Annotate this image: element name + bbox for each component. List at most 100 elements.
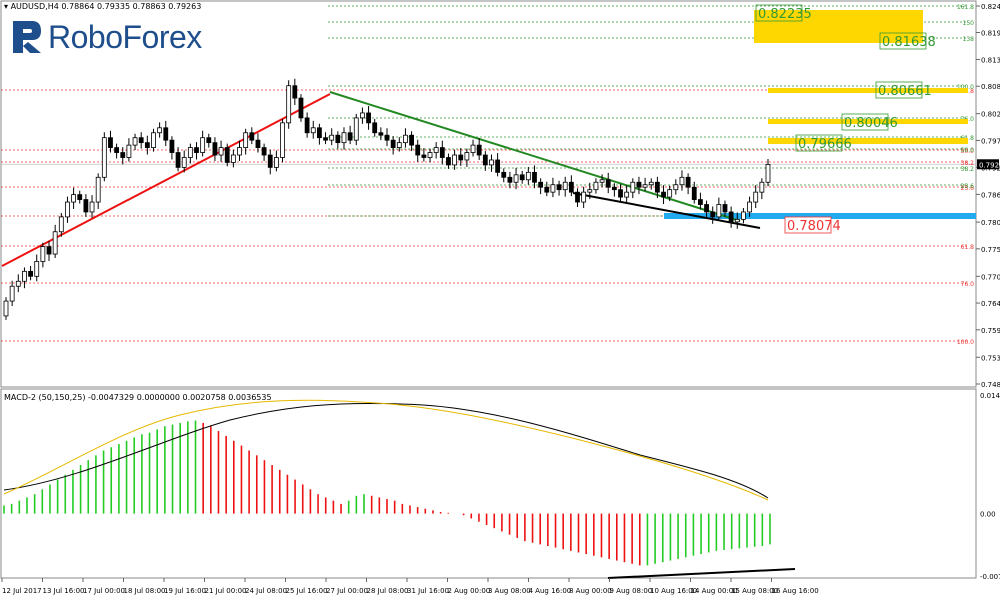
price-tick-label: 0.78655 [981,191,1000,199]
candle-body [673,184,679,191]
target-label-box [841,113,889,131]
target-zone-upper [754,10,923,43]
symbol-header: ▾ AUDUSD,H4 0.78864 0.79335 0.78863 0.79… [4,2,201,11]
price-tick-label: 0.80285 [981,111,1000,119]
candle-body [298,97,304,119]
time-tick-label: 12 Jul 2017 [2,587,42,595]
candle-body [101,137,107,178]
time-tick-label: 16 Aug 16:00 [772,587,819,595]
target-price-label: 0.81638 [882,35,936,50]
candle-body [439,147,445,158]
candle-body [458,154,464,161]
candle-body [237,147,242,156]
candle-body [384,134,390,141]
candle-body [46,246,52,255]
candle-body [403,134,408,144]
candle-body [618,189,623,198]
candle-body [654,181,660,193]
candle-body [624,191,630,198]
candle-body [108,137,113,148]
candle-body [581,191,587,203]
brand-name: RoboForex [48,18,202,55]
price-tick-label: 0.75365 [981,354,1000,362]
candle-body [40,246,46,262]
candle-body [9,285,15,302]
candle-body [390,139,396,148]
dropdown-icon[interactable]: ▾ [4,2,9,11]
candle-body [741,211,746,220]
fib-green-label: 50.0 [961,147,975,154]
time-tick-label: 4 Aug 16:00 [529,587,572,595]
time-tick-label: 8 Aug 00:00 [569,587,612,595]
roboforex-logo-icon [13,21,41,53]
candle-body [360,112,365,119]
price-tick-label: 0.81925 [981,29,1000,37]
time-tick-label: 13 Jul 16:00 [43,587,85,595]
candle-body [249,132,255,141]
time-tick-label: 31 Jul 16:00 [407,587,449,595]
candle-body [95,176,101,203]
brand-logo: RoboForex [10,18,202,56]
ohlc-values: 0.78864 0.79335 0.78863 0.79263 [61,2,202,11]
candle-body [71,194,76,203]
candle-body [187,147,193,158]
candle-body [200,137,206,153]
macd-panel[interactable] [0,388,977,579]
candle-body [722,204,728,213]
price-panel[interactable] [0,0,977,388]
fib-green-label: 150 [963,20,975,27]
price-tick-label: 0.78095 [981,219,1000,227]
candle-body [716,204,722,218]
candle-body [661,191,666,198]
candle-body [218,147,224,156]
buy-zone [664,213,976,219]
candle-body [630,181,636,193]
candle-body [267,154,273,168]
candle-body [501,171,507,178]
candle-body [157,127,163,134]
candle-body [3,300,9,317]
price-tick-label: 0.77555 [981,246,1000,254]
candle-body [212,142,218,156]
time-tick-label: 25 Jul 16:00 [286,587,328,595]
fib-red-label: 76.0 [961,281,975,288]
time-tick-label: 19 Jul 16:00 [164,587,206,595]
time-tick-label: 2 Aug 00:00 [448,587,491,595]
candle-body [323,137,328,141]
candle-body [286,85,292,124]
target-label-box [784,216,832,234]
candle-body [273,157,279,168]
macd-series [3,399,796,579]
candle-body [144,142,150,148]
candle-body [175,152,181,168]
target-price-label: 0.79666 [798,137,852,152]
candle-body [230,154,236,163]
target-zone-3 [768,119,968,124]
candle-body [593,181,599,191]
price-tick-label: 0.76460 [981,300,1000,308]
candle-body [538,181,544,188]
candle-body [575,191,580,203]
candle-body [206,137,212,144]
target-zone-2 [768,88,968,93]
price-axis[interactable]: 0.82460 0.81925 0.81380 0.80840 0.80285 0.797… [976,3,1000,581]
candle-body [126,144,132,158]
candle-body [341,132,347,144]
candle-body [34,261,40,277]
candle-body [691,186,697,200]
candle-body [611,186,617,191]
target-label-box [875,81,923,99]
candle-body [132,137,138,146]
time-tick-label: 21 Jul 00:00 [205,587,247,595]
candle-body [347,132,353,141]
time-tick-label: 9 Aug 08:00 [610,587,653,595]
target-price-label: 0.80046 [844,116,898,131]
price-tick-label: 0.77000 [981,273,1000,281]
time-tick-label: 3 Aug 08:00 [488,587,531,595]
fib-red-label: 61.8 [961,244,975,251]
price-tick-label: 0.81380 [981,56,1000,64]
target-price-label: 0.80661 [878,84,932,99]
candle-body [15,280,21,287]
